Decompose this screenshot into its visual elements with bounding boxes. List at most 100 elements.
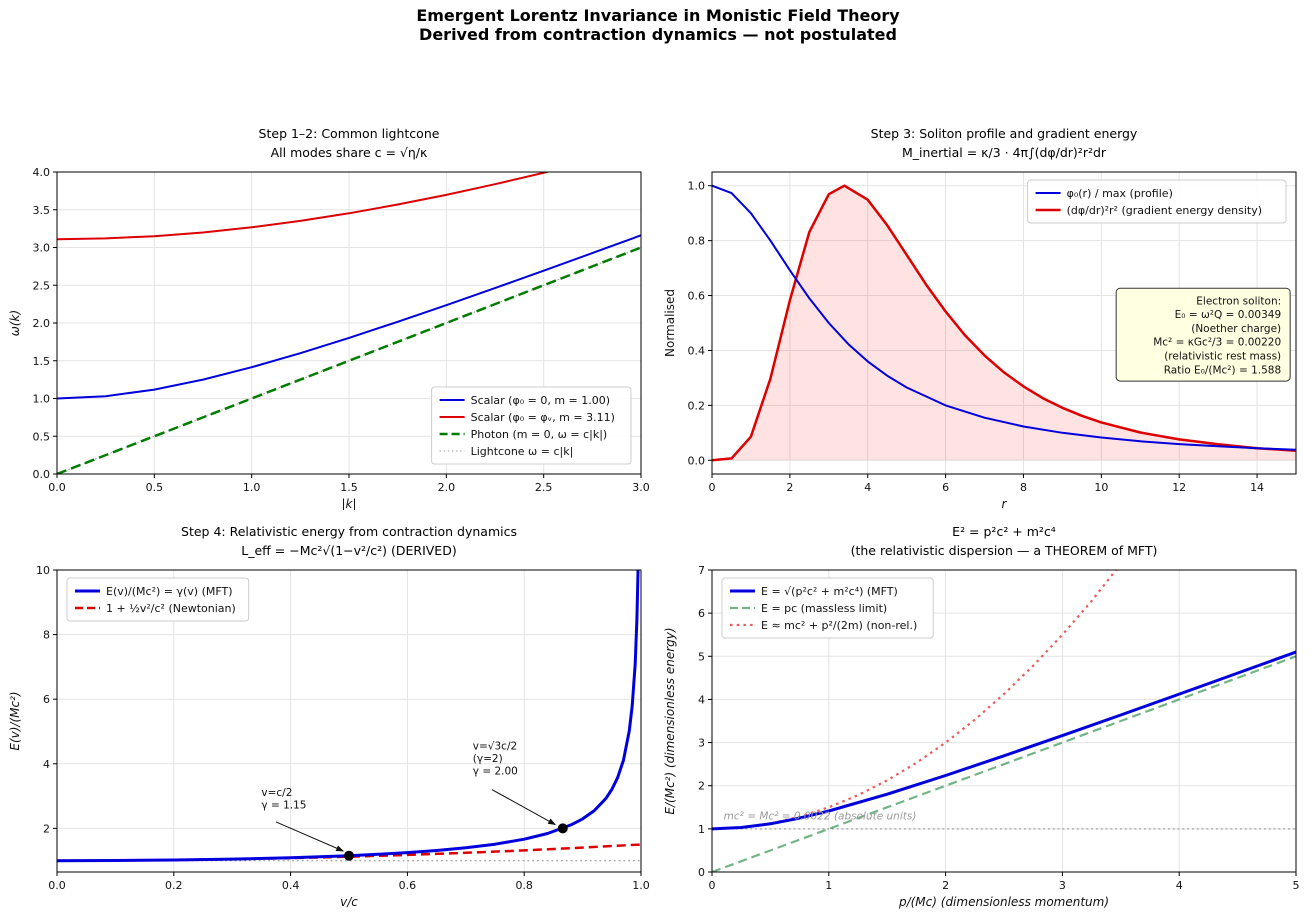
x-tick-label: 12 (1172, 481, 1186, 494)
y-axis-label: E(v)/(Mc²) (8, 691, 22, 750)
legend-label: E = √(p²c² + m²c⁴) (MFT) (761, 585, 898, 598)
y-tick-label: 2.0 (33, 317, 51, 330)
chart-title-line1: Step 1–2: Common lightcone (259, 126, 440, 141)
x-tick-label: 0.8 (515, 879, 533, 892)
x-tick-label: 8 (1020, 481, 1027, 494)
x-axis-label: r (1002, 497, 1008, 510)
x-tick-label: 0.6 (399, 879, 417, 892)
info-box-line: Electron soliton: (1196, 295, 1281, 307)
info-box: Electron soliton: E₀ = ω²Q = 0.00349 (Noet… (1115, 287, 1291, 382)
subplot-dispersion-chart: 0 1 2 3 4 5 0 1 2 3 4 5 6 7 p/(Mc) (dimensionless mome… (663, 524, 1300, 909)
x-tick-label: 5 (1293, 879, 1300, 892)
y-tick-label: 0.0 (688, 454, 706, 467)
x-tick-label: 6 (942, 481, 949, 494)
y-axis-label: Normalised (663, 289, 677, 357)
curve-gradient-energy (712, 184, 1296, 462)
legend-label: Photon (m = 0, ω = c|k|) (471, 428, 608, 441)
y-tick-label: 7 (698, 564, 705, 577)
annotation-text: v=√3c/2 (473, 740, 517, 752)
y-tick-label: 3.5 (33, 204, 51, 217)
legend: E = √(p²c² + m²c⁴) (MFT) E = pc (massless… (721, 577, 934, 639)
x-tick-label: 3.0 (632, 481, 650, 494)
legend-label: (dφ/dr)²r² (gradient energy density) (1067, 204, 1262, 217)
x-tick-label: 1 (825, 879, 832, 892)
y-tick-label: 6 (43, 693, 50, 706)
x-tick-label: 4 (864, 481, 871, 494)
info-box-line: Ratio E₀/(Mc²) = 1.588 (1164, 364, 1281, 376)
x-tick-label: 0.0 (48, 481, 66, 494)
series-group (57, 570, 641, 863)
y-tick-label: 4 (698, 693, 705, 706)
x-tick-label: 0 (709, 879, 716, 892)
legend-label: 1 + ½v²/c² (Newtonian) (106, 602, 236, 615)
x-tick-label: 2.0 (438, 481, 456, 494)
y-tick-label: 4.0 (33, 166, 51, 179)
annotation-text: (γ=2) (473, 753, 503, 765)
y-tick-label: 8 (43, 629, 50, 642)
chart-title-line1: E² = p²c² + m²c⁴ (952, 524, 1056, 539)
y-tick-label: 0.2 (688, 399, 706, 412)
y-tick-label: 0.8 (688, 235, 706, 248)
chart-title-line1: Step 4: Relativistic energy from contrac… (181, 524, 517, 539)
legend-label: Scalar (φ₀ = φᵥ, m = 3.11) (471, 411, 615, 424)
x-tick-label: 2 (942, 879, 949, 892)
y-tick-label: 4 (43, 758, 50, 771)
curve-scalar-m1 (57, 234, 641, 400)
y-axis-label: ω(k) (8, 310, 22, 336)
curve-gamma-mft (57, 570, 640, 863)
x-tick-label: 3 (1059, 879, 1066, 892)
y-tick-label: 0.0 (33, 468, 51, 481)
figure-title-line2: Derived from contraction dynamics — not … (419, 25, 897, 44)
annotation-text: mc² = Mc² = 0.0022 (absolute units) (724, 810, 917, 822)
annotation-text: γ = 1.15 (261, 800, 306, 812)
x-tick-label: 0.5 (146, 481, 164, 494)
annotation-arrow (491, 789, 557, 826)
legend-label: Lightcone ω = c|k| (471, 445, 574, 458)
y-tick-label: 10 (36, 564, 50, 577)
curve-lightcone-ref (57, 247, 641, 474)
curve-profile (712, 184, 1296, 451)
y-tick-label: 1.0 (688, 180, 706, 193)
figure-title-line1: Emergent Lorentz Invariance in Monistic … (416, 6, 900, 25)
series-group (712, 570, 1296, 872)
data-point-marker (344, 850, 354, 861)
x-tick-label: 2.5 (535, 481, 553, 494)
y-tick-label: 0.6 (688, 290, 706, 303)
info-box-line: Mc² = κGc²/3 = 0.00220 (1153, 337, 1281, 349)
info-box-line: (relativistic rest mass) (1164, 350, 1281, 362)
y-tick-label: 2 (43, 822, 50, 835)
y-tick-label: 0.4 (688, 344, 706, 357)
annotation-text: γ = 2.00 (473, 765, 518, 777)
annotation-text: v=c/2 (261, 787, 292, 799)
area-gradient-energy (712, 185, 1296, 461)
y-tick-label: 1.5 (33, 355, 51, 368)
x-tick-label: 14 (1250, 481, 1264, 494)
y-tick-label: 3 (698, 737, 705, 750)
x-axis-label: v/c (340, 895, 358, 909)
x-tick-label: 1.0 (243, 481, 261, 494)
x-tick-label: 0.0 (48, 879, 66, 892)
y-tick-label: 2 (698, 780, 705, 793)
data-point-marker (557, 823, 568, 834)
legend-label: φ₀(r) / max (profile) (1067, 187, 1173, 200)
axes-frame (56, 569, 642, 873)
legend: φ₀(r) / max (profile) (dφ/dr)²r² (gradien… (1027, 179, 1287, 224)
info-box-line: (Noether charge) (1191, 323, 1281, 335)
curve-scalar-m311 (57, 172, 548, 241)
x-tick-label: 2 (786, 481, 793, 494)
legend-frame (1027, 179, 1287, 224)
series-group (712, 184, 1296, 462)
subplot-relativistic-energy-chart: 0.0 0.2 0.4 0.6 0.8 1.0 2 4 6 8 10 v/c E(v)/(Mc²) Ste… (8, 524, 650, 909)
y-tick-label: 1.0 (33, 393, 51, 406)
x-tick-label: 10 (1094, 481, 1108, 494)
y-tick-label: 1 (698, 823, 705, 836)
subplot-soliton-chart: 0 2 4 6 8 10 12 14 0.0 0.2 0.4 0.6 0.8 1.0 r Normalised… (663, 126, 1297, 510)
chart-title-line2: All modes share c = √η/κ (271, 145, 428, 160)
legend-label: E(v)/(Mc²) = γ(v) (MFT) (106, 585, 233, 598)
curve-mft-dispersion (712, 650, 1296, 831)
chart-title-line2: M_inertial = κ/3 · 4π∫(dφ/dr)²r²dr (902, 145, 1107, 160)
info-box-frame (1115, 287, 1291, 382)
axes-frame (711, 569, 1297, 873)
